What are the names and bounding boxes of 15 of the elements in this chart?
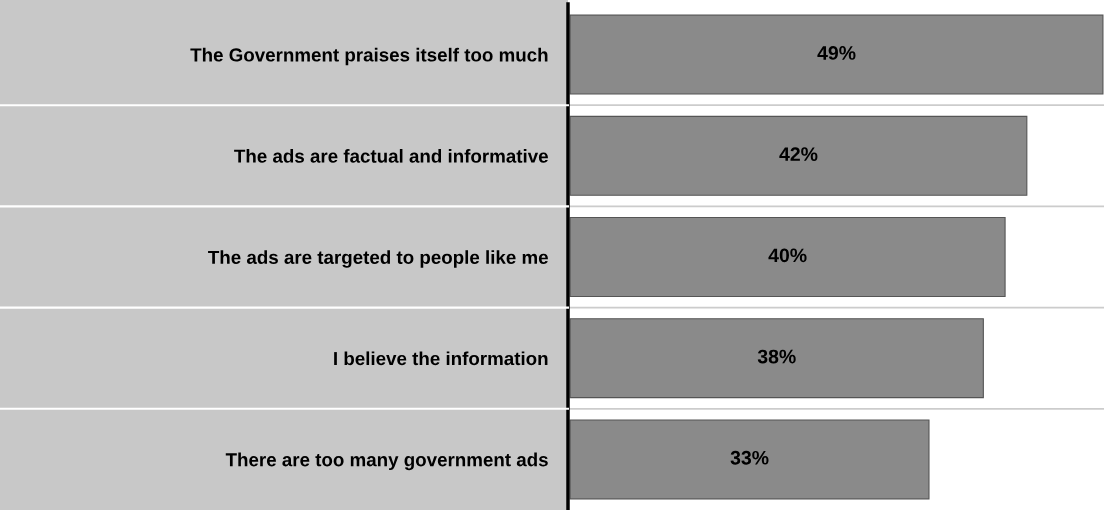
data-label: 38% [757,349,796,364]
bar [569,419,930,500]
y-tick-label: The Government praises itself too much [190,47,548,66]
bar [569,318,984,399]
data-label: 33% [730,450,769,465]
data-label: 49% [817,46,856,60]
bar [569,14,1104,95]
y-tick-label: There are too many government ads [225,452,548,471]
bar [569,115,1028,196]
y-tick-label: I believe the information [334,351,548,366]
y-tick-label: The ads are factual and informative [234,149,548,163]
y-tick-label: The ads are targeted to people like me [208,250,548,268]
bar [569,216,1006,298]
data-label: 40% [768,248,807,263]
data-label: 42% [779,147,818,161]
